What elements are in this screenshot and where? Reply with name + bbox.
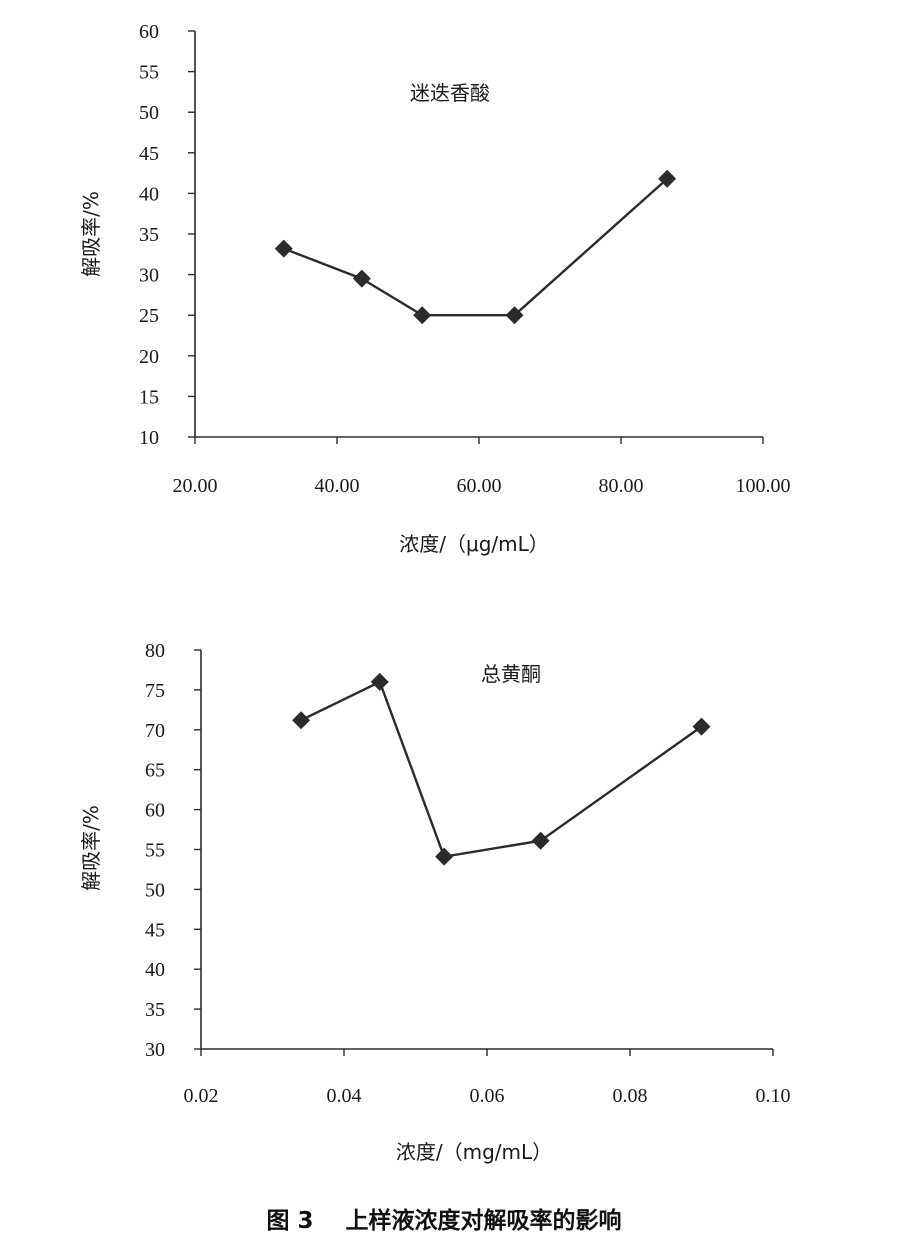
y-tick-label: 75 bbox=[145, 680, 165, 702]
chart-rosmarinic-acid: 迷迭香酸 浓度/（μg/mL） 解吸率/% 10 15 20 25 30 35 40 45 50… bbox=[79, 21, 791, 556]
x-tick-label: 0.04 bbox=[327, 1085, 362, 1107]
y-tick-label: 60 bbox=[145, 800, 165, 822]
figure-caption: 图 3 上样液浓度对解吸率的影响 bbox=[266, 1207, 621, 1234]
y-tick-label: 55 bbox=[145, 840, 165, 862]
y-tick-label: 25 bbox=[139, 305, 159, 327]
data-point-marker bbox=[413, 306, 432, 325]
y-tick-label: 35 bbox=[145, 999, 165, 1021]
series-line bbox=[300, 680, 703, 859]
chart-title: 迷迭香酸 bbox=[410, 81, 490, 105]
data-point-marker bbox=[505, 306, 524, 325]
x-tick-label: 0.08 bbox=[613, 1085, 648, 1107]
y-tick-label: 65 bbox=[145, 760, 165, 782]
data-point-marker bbox=[292, 711, 311, 730]
x-tick-label: 0.10 bbox=[756, 1085, 791, 1107]
y-tick-label: 80 bbox=[145, 640, 165, 662]
data-point-marker bbox=[435, 847, 454, 866]
y-tick-label: 40 bbox=[145, 959, 165, 981]
y-tick-label: 50 bbox=[145, 879, 165, 901]
y-tick-label: 30 bbox=[139, 265, 159, 287]
y-tick-label: 20 bbox=[139, 346, 159, 368]
y-axis-title: 解吸率/% bbox=[79, 191, 103, 277]
data-point-marker bbox=[274, 239, 293, 258]
y-tick-label: 40 bbox=[139, 183, 159, 205]
y-tick-label: 60 bbox=[139, 21, 159, 43]
data-point-marker bbox=[531, 831, 550, 850]
x-tick-label: 0.06 bbox=[470, 1085, 505, 1107]
data-point-marker bbox=[370, 672, 389, 691]
x-tick-label: 80.00 bbox=[599, 475, 644, 497]
data-point-marker bbox=[692, 717, 711, 736]
y-tick-label: 10 bbox=[139, 427, 159, 449]
data-point-marker bbox=[658, 169, 677, 188]
y-tick-label: 35 bbox=[139, 224, 159, 246]
y-tick-label: 30 bbox=[145, 1039, 165, 1061]
series-line bbox=[283, 177, 668, 317]
x-tick-label: 40.00 bbox=[315, 475, 360, 497]
x-axis-title: 浓度/（mg/mL） bbox=[396, 1140, 552, 1164]
chart-total-flavonoids: 总黄酮 浓度/（mg/mL） 解吸率/% 30 35 40 45 50 55 60 65 70 7… bbox=[79, 640, 791, 1164]
data-point-marker bbox=[352, 269, 371, 288]
y-tick-label: 45 bbox=[139, 143, 159, 165]
y-axis-title: 解吸率/% bbox=[79, 805, 103, 891]
y-tick-label: 55 bbox=[139, 62, 159, 84]
x-tick-label: 0.02 bbox=[184, 1085, 219, 1107]
chart-title: 总黄酮 bbox=[481, 662, 541, 686]
y-tick-label: 70 bbox=[145, 720, 165, 742]
y-tick-label: 15 bbox=[139, 386, 159, 408]
x-axis-title: 浓度/（μg/mL） bbox=[399, 532, 549, 556]
x-tick-label: 60.00 bbox=[457, 475, 502, 497]
y-tick-label: 50 bbox=[139, 102, 159, 124]
y-tick-label: 45 bbox=[145, 919, 165, 941]
x-tick-label: 100.00 bbox=[736, 475, 791, 497]
x-tick-label: 20.00 bbox=[173, 475, 218, 497]
